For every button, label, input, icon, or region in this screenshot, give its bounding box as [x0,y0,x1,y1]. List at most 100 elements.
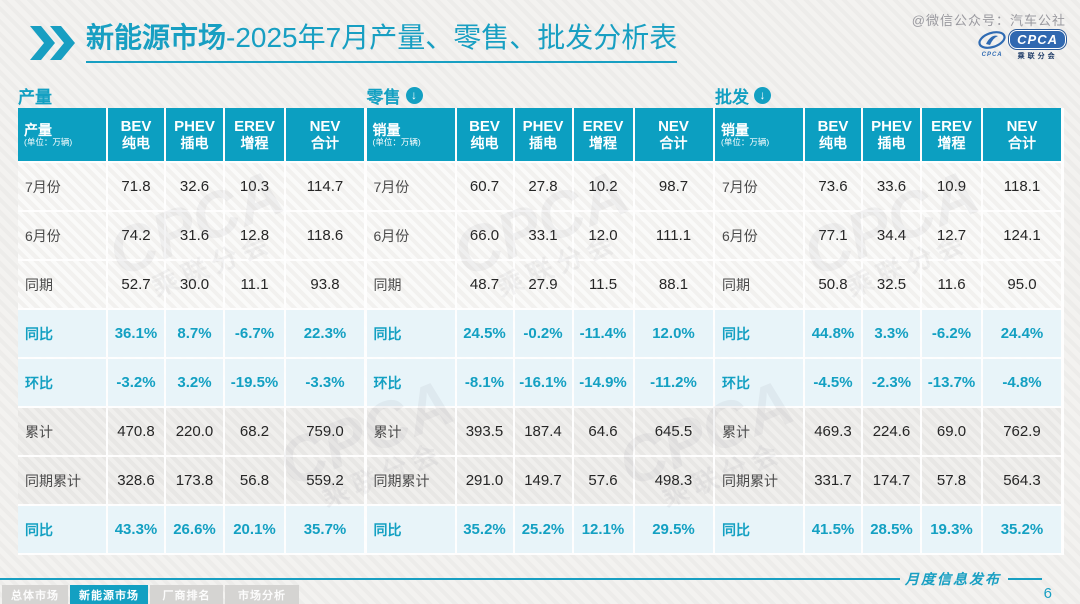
table-cell: 22.3% [286,310,364,357]
table-cell: 29.5% [634,506,713,553]
section-title-label: 批发 [715,87,749,107]
table-cell: 25.2% [514,506,572,553]
table-cell: 32.6 [166,163,223,210]
table-cell: 35.7% [286,506,364,553]
table-cell: 12.8 [225,212,284,259]
table-cell: 73.6 [805,163,861,210]
row-label-cell: 6月份 [18,212,106,259]
table-section: 批发 ↓ 销量 (单位：万辆) BEV 纯电 PHEV 插电 EREV 增程 NEV 合计 7月份 73.… [715,82,1064,555]
table-cell: 149.7 [514,457,572,504]
tab-overall-market[interactable]: 总体市场 [2,585,68,604]
corner-title: 销量 [372,121,401,138]
column-header-en: BEV [120,117,152,135]
column-header-cn: 纯电 [470,135,499,152]
table-cell: -4.5% [805,359,861,406]
row-label-cell: 环比 [366,359,455,406]
column-header-cn: 增程 [240,135,269,152]
table-cell: 33.1 [514,212,572,259]
row-label-cell: 环比 [715,359,803,406]
column-header-en: PHEV [174,117,215,135]
title-bar: 新能源市场-2025年7月产量、零售、批发分析表 [30,22,678,64]
table-cell: 26.6% [166,506,223,553]
column-header-en: BEV [469,117,500,135]
column-header-cn: 插电 [529,135,557,152]
table-cell: 559.2 [286,457,364,504]
table-cell: 56.8 [225,457,284,504]
table-cell: -8.1% [456,359,513,406]
row-label-cell: 累计 [18,408,106,455]
table-cell: -4.8% [983,359,1061,406]
table-cell: 24.4% [983,310,1061,357]
cpca-sub-label: 乘联分会 [1017,53,1058,60]
down-arrow-icon: ↓ [405,86,423,104]
table-cell: -14.9% [573,359,633,406]
swoosh-icon [978,31,1006,49]
table-cell: -3.2% [108,359,164,406]
table-section: 产量 产量 (单位：万辆) BEV 纯电 PHEV 插电 EREV 增程 NEV 合计 7月份 71.8… [18,82,367,555]
row-label-cell: 同期 [366,261,455,308]
data-table: 销量 (单位：万辆) BEV 纯电 PHEV 插电 EREV 增程 NEV 合计 7月份 73.6 33… [715,108,1064,555]
column-header-cell: PHEV 插电 [863,108,920,161]
table-cell: -11.4% [573,310,633,357]
table-cell: 36.1% [108,310,164,357]
row-label-cell: 同期累计 [715,457,803,504]
table-cell: 10.9 [922,163,981,210]
table-cell: 43.3% [108,506,164,553]
table-cell: 645.5 [634,408,713,455]
table-cell: -2.3% [863,359,920,406]
tab-market-analysis[interactable]: 市场分析 [225,585,299,604]
column-header-cell: NEV 合计 [983,108,1061,161]
table-cell: 88.1 [634,261,713,308]
table-cell: 66.0 [456,212,513,259]
table-cell: -3.3% [286,359,364,406]
row-label-cell: 7月份 [366,163,455,210]
column-header-en: PHEV [871,117,912,135]
table-cell: 41.5% [805,506,861,553]
row-label-cell: 7月份 [715,163,803,210]
table-cell: 69.0 [922,408,981,455]
table-cell: -16.1% [514,359,572,406]
row-label-cell: 7月份 [18,163,106,210]
row-label-cell: 同期累计 [18,457,106,504]
unit-label: (单位：万辆) [24,136,73,147]
unit-label: (单位：万辆) [372,136,421,147]
tab-oem-ranking[interactable]: 厂商排名 [150,585,223,604]
row-label-cell: 同比 [715,310,803,357]
column-header-cell: PHEV 插电 [514,108,572,161]
row-label-cell: 同比 [18,506,106,553]
column-header-cell: EREV 增程 [573,108,633,161]
cpca-logo: CPCA CPCA 乘联分会 [977,30,1066,61]
column-header-cn: 合计 [311,135,339,152]
cpca-swoosh: CPCA [977,30,1007,58]
table-cell: 52.7 [108,261,164,308]
section-title: 产量 [18,82,367,108]
table-cell: -19.5% [225,359,284,406]
column-header-en: NEV [658,117,689,135]
page-title-bold: 新能源市场 [86,22,227,53]
table-cell: -0.2% [514,310,572,357]
table-cell: -6.7% [225,310,284,357]
table-cell: 118.6 [286,212,364,259]
table-cell: 118.1 [983,163,1061,210]
table-cell: 11.1 [225,261,284,308]
row-label-cell: 同期累计 [366,457,455,504]
table-section: 零售 ↓ 销量 (单位：万辆) BEV 纯电 PHEV 插电 EREV 增程 NEV 合计 7月份 60.… [366,82,715,555]
table-cell: 111.1 [634,212,713,259]
table-cell: 57.8 [922,457,981,504]
table-cell: -13.7% [922,359,981,406]
table-cell: 71.8 [108,163,164,210]
table-cell: 34.4 [863,212,920,259]
table-cell: 12.1% [573,506,633,553]
table-cell: 27.9 [514,261,572,308]
table-cell: 124.1 [983,212,1061,259]
section-title-label: 产量 [18,87,52,107]
corner-header-cell: 产量 (单位：万辆) [18,108,106,161]
tab-nev-market[interactable]: 新能源市场 [70,585,148,604]
row-label-cell: 累计 [715,408,803,455]
watermark-text: @微信公众号：汽车公社 [911,13,1066,28]
column-header-en: NEV [309,117,341,135]
section-title-label: 零售 [366,87,401,107]
column-header-cn: 纯电 [122,135,150,152]
table-cell: 3.2% [166,359,223,406]
table-cell: 27.8 [514,163,572,210]
